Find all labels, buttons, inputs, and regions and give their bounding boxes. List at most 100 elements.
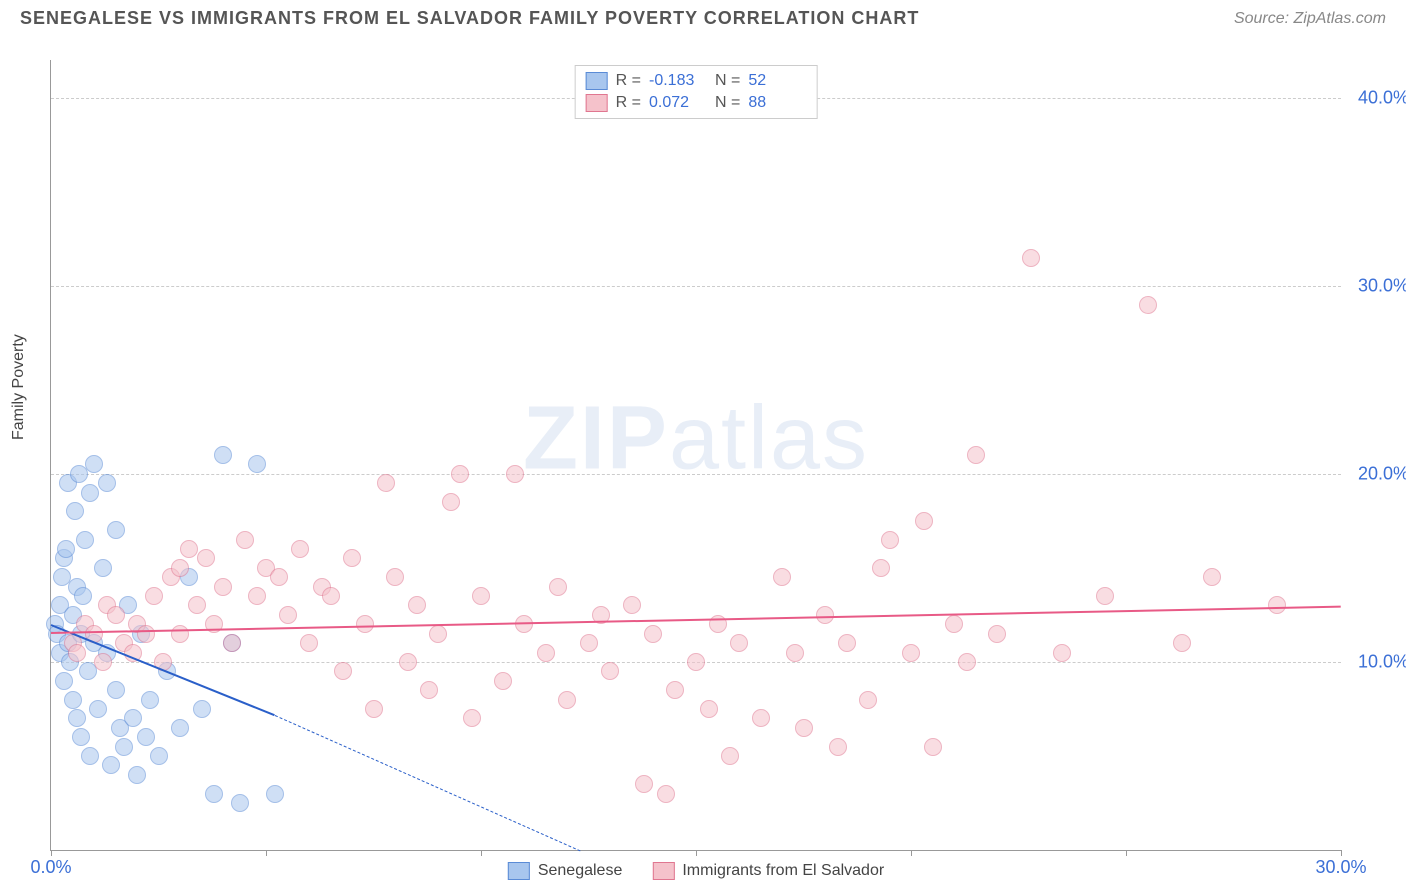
data-point [205, 785, 223, 803]
data-point [420, 681, 438, 699]
data-point [601, 662, 619, 680]
data-point [231, 794, 249, 812]
data-point [334, 662, 352, 680]
scatter-chart: ZIPatlas 10.0%20.0%30.0%40.0%0.0%30.0%R … [50, 60, 1341, 851]
data-point [816, 606, 834, 624]
y-axis-label: Family Poverty [10, 334, 28, 440]
data-point [429, 625, 447, 643]
legend-swatch [508, 862, 530, 880]
data-point [838, 634, 856, 652]
data-point [721, 747, 739, 765]
data-point [506, 465, 524, 483]
data-point [115, 738, 133, 756]
data-point [644, 625, 662, 643]
legend-swatch [586, 94, 608, 112]
x-tick-mark [266, 850, 267, 856]
data-point [72, 728, 90, 746]
r-value: -0.183 [649, 72, 707, 90]
data-point [408, 596, 426, 614]
data-point [924, 738, 942, 756]
data-point [55, 672, 73, 690]
series-label: Immigrants from El Salvador [682, 862, 884, 880]
trend-line [51, 605, 1341, 633]
series-label: Senegalese [538, 862, 623, 880]
data-point [322, 587, 340, 605]
data-point [197, 549, 215, 567]
legend-swatch [652, 862, 674, 880]
x-tick-mark [696, 850, 697, 856]
data-point [1022, 249, 1040, 267]
data-point [141, 691, 159, 709]
data-point [773, 568, 791, 586]
data-point [64, 691, 82, 709]
series-legend-item: Immigrants from El Salvador [652, 862, 884, 880]
data-point [494, 672, 512, 690]
data-point [171, 625, 189, 643]
data-point [700, 700, 718, 718]
data-point [1203, 568, 1221, 586]
data-point [171, 719, 189, 737]
source-text: Source: ZipAtlas.com [1234, 10, 1386, 28]
data-point [463, 709, 481, 727]
data-point [795, 719, 813, 737]
data-point [472, 587, 490, 605]
data-point [94, 653, 112, 671]
data-point [365, 700, 383, 718]
y-tick-label: 20.0% [1349, 463, 1406, 484]
data-point [343, 549, 361, 567]
data-point [1096, 587, 1114, 605]
data-point [81, 484, 99, 502]
data-point [214, 446, 232, 464]
data-point [902, 644, 920, 662]
data-point [124, 709, 142, 727]
data-point [1268, 596, 1286, 614]
data-point [829, 738, 847, 756]
data-point [102, 756, 120, 774]
n-label: N = [715, 94, 740, 112]
data-point [193, 700, 211, 718]
r-label: R = [616, 94, 641, 112]
x-tick-label: 0.0% [30, 857, 71, 878]
data-point [399, 653, 417, 671]
data-point [752, 709, 770, 727]
stats-legend: R =-0.183N =52R =0.072N =88 [575, 65, 818, 119]
legend-swatch [586, 72, 608, 90]
data-point [137, 728, 155, 746]
data-point [66, 502, 84, 520]
data-point [171, 559, 189, 577]
data-point [107, 521, 125, 539]
x-tick-mark [911, 850, 912, 856]
x-tick-mark [51, 850, 52, 856]
y-tick-label: 10.0% [1349, 651, 1406, 672]
data-point [98, 474, 116, 492]
data-point [150, 747, 168, 765]
data-point [107, 606, 125, 624]
data-point [128, 766, 146, 784]
data-point [1139, 296, 1157, 314]
data-point [57, 540, 75, 558]
data-point [356, 615, 374, 633]
data-point [214, 578, 232, 596]
data-point [786, 644, 804, 662]
data-point [68, 709, 86, 727]
r-label: R = [616, 72, 641, 90]
data-point [549, 578, 567, 596]
r-value: 0.072 [649, 94, 707, 112]
data-point [291, 540, 309, 558]
data-point [236, 531, 254, 549]
data-point [1053, 644, 1071, 662]
data-point [967, 446, 985, 464]
data-point [377, 474, 395, 492]
data-point [137, 625, 155, 643]
data-point [666, 681, 684, 699]
data-point [859, 691, 877, 709]
data-point [279, 606, 297, 624]
data-point [89, 700, 107, 718]
data-point [945, 615, 963, 633]
data-point [657, 785, 675, 803]
data-point [881, 531, 899, 549]
chart-title: SENEGALESE VS IMMIGRANTS FROM EL SALVADO… [20, 8, 919, 29]
y-tick-label: 40.0% [1349, 87, 1406, 108]
data-point [85, 455, 103, 473]
data-point [687, 653, 705, 671]
